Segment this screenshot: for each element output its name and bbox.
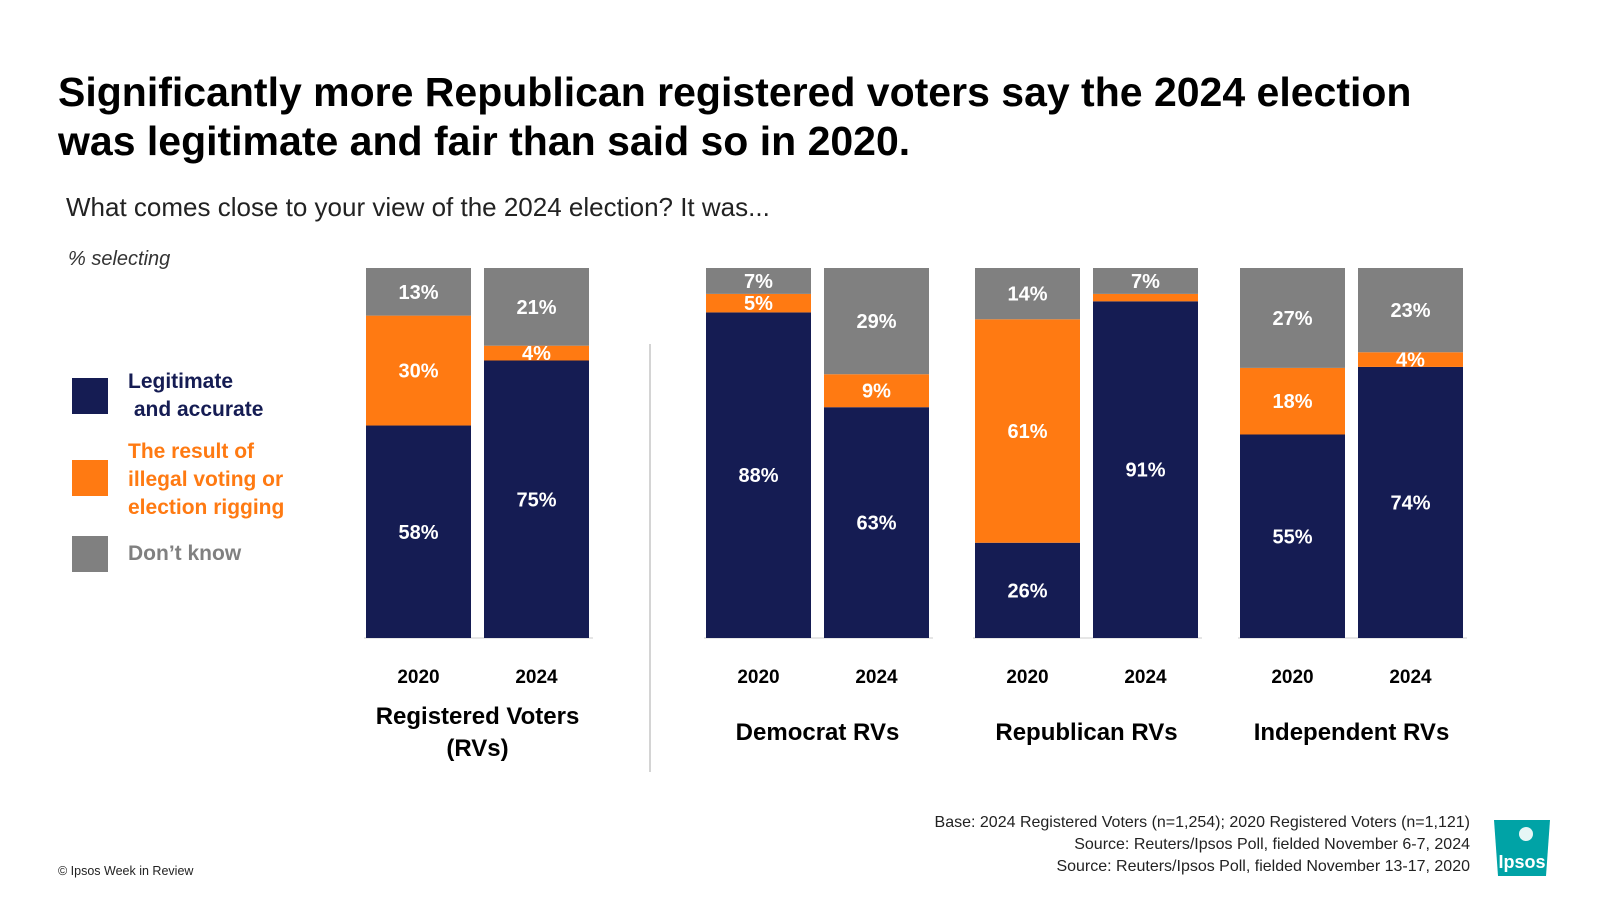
legend-label-illegal: The result of illegal voting or election… (128, 438, 284, 522)
data-label: 13% (398, 282, 438, 304)
data-label: 55% (1272, 526, 1312, 548)
bar-segment (824, 407, 929, 638)
bar-segment (1358, 268, 1463, 353)
data-label: 26% (1007, 580, 1047, 602)
bar-segment (366, 425, 471, 638)
ipsos-logo: Ipsos (1494, 820, 1550, 876)
title-line-2: was legitimate and fair than said so in … (58, 118, 911, 164)
title-line-1: Significantly more Republican registered… (58, 69, 1412, 115)
bar-segment (1093, 268, 1198, 294)
bar-segment (1240, 434, 1345, 638)
data-label: 61% (1007, 421, 1047, 443)
bar-segment (484, 345, 589, 361)
x-tick-label: 2024 (1124, 667, 1167, 688)
data-label: 27% (1272, 308, 1312, 330)
bar-segment (706, 268, 811, 294)
bar-segment (366, 315, 471, 426)
x-tick-label: 2020 (737, 667, 779, 688)
bar-segment (484, 360, 589, 638)
legend-swatch-dont-know (72, 536, 108, 572)
data-label: 91% (1125, 460, 1165, 482)
logo-text: Ipsos (1498, 852, 1545, 872)
bar-segment (975, 542, 1080, 638)
data-label: 14% (1007, 284, 1047, 306)
data-label: 21% (516, 297, 556, 319)
legend-label-dont-know: Don’t know (128, 540, 241, 568)
data-label: 7% (744, 271, 773, 293)
data-label: 4% (522, 343, 551, 365)
bar-segment (1358, 366, 1463, 638)
data-label: 5% (744, 293, 773, 315)
legend-label-line: Don’t know (128, 542, 242, 565)
legend-swatch-legitimate (72, 378, 108, 414)
group-label: Registered Voters (376, 703, 580, 730)
group-label: Republican RVs (995, 719, 1177, 746)
data-label: 63% (856, 513, 896, 535)
bar-segment (1358, 352, 1463, 367)
data-label: 7% (1131, 271, 1160, 293)
data-label: 29% (856, 311, 896, 333)
bar-segment (824, 268, 929, 375)
legend-label-legitimate: Legitimate and accurate (128, 368, 263, 424)
group-label: (RVs) (446, 735, 508, 762)
data-label: 75% (516, 489, 556, 511)
percent-note: % selecting (68, 248, 171, 270)
bar-segment (975, 319, 1080, 543)
data-label: 58% (398, 522, 438, 544)
data-label: 23% (1390, 300, 1430, 322)
legend-label-line: and accurate (128, 398, 264, 421)
bar-segment (706, 312, 811, 638)
legend-label-line: The result of (128, 440, 255, 463)
footnote-base: Base: 2024 Registered Voters (n=1,254); … (934, 814, 1470, 831)
x-tick-label: 2020 (1271, 667, 1313, 688)
data-label: 9% (862, 381, 891, 403)
logo-figure (1519, 827, 1533, 841)
footnotes: Base: 2024 Registered Voters (n=1,254); … (935, 812, 1470, 878)
legend-label-line: Legitimate (128, 370, 234, 393)
group-label: Independent RVs (1254, 719, 1450, 746)
page-title: Significantly more Republican registered… (58, 68, 1558, 166)
x-tick-label: 2024 (515, 667, 558, 688)
bar-segment (1093, 293, 1198, 302)
x-tick-label: 2024 (1389, 667, 1432, 688)
logo-shape (1494, 820, 1550, 876)
bar-segment (366, 268, 471, 316)
bar-segment (1093, 301, 1198, 638)
x-tick-label: 2020 (397, 667, 439, 688)
bar-segment (824, 374, 929, 408)
x-tick-label: 2020 (1006, 667, 1048, 688)
copyright: © Ipsos Week in Review (58, 864, 194, 878)
footnote-source-2024: Source: Reuters/Ipsos Poll, fielded Nove… (1074, 836, 1470, 853)
footnote-source-2020: Source: Reuters/Ipsos Poll, fielded Nove… (1056, 858, 1470, 875)
legend-label-line: illegal voting or (128, 468, 284, 491)
bar-segment (975, 268, 1080, 320)
question-text: What comes close to your view of the 202… (66, 192, 770, 222)
legend-swatch-illegal (72, 460, 108, 496)
bar-segment (484, 268, 589, 346)
data-label: 88% (738, 465, 778, 487)
bar-segment (1240, 367, 1345, 435)
x-tick-label: 2024 (855, 667, 898, 688)
data-label: 18% (1272, 391, 1312, 413)
data-label: 30% (398, 361, 438, 383)
bar-segment (706, 293, 811, 313)
data-label: 4% (1396, 350, 1425, 372)
legend-label-line: election rigging (128, 496, 285, 519)
group-label: Democrat RVs (736, 719, 900, 746)
data-label: 74% (1390, 492, 1430, 514)
bar-segment (1240, 268, 1345, 368)
